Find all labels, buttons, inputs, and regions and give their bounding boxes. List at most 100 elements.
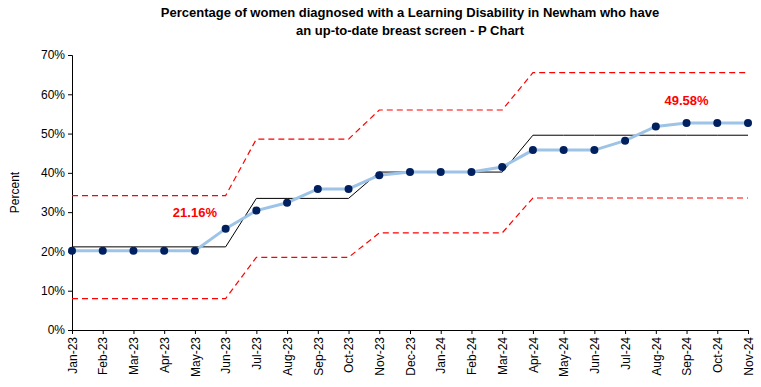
x-tick: Jun-24 xyxy=(588,330,602,374)
x-tick: Sep-23 xyxy=(312,330,326,376)
y-tick: 70% xyxy=(41,48,72,62)
x-tick: Oct-24 xyxy=(711,330,725,373)
x-tick-mark xyxy=(564,330,565,334)
data-point xyxy=(406,168,414,176)
y-tick-label: 50% xyxy=(41,127,65,141)
x-tick-mark xyxy=(502,330,503,334)
x-tick: Nov-24 xyxy=(742,330,756,376)
x-tick-mark xyxy=(349,330,350,334)
title: an up-to-date breast screen - P Chart xyxy=(296,23,525,38)
x-tick-label: Apr-23 xyxy=(158,337,172,373)
x-tick: Jan-23 xyxy=(66,330,80,374)
x-axis-line xyxy=(73,331,749,335)
x-tick-mark xyxy=(318,330,319,334)
data-point xyxy=(283,199,291,207)
x-tick-label: Nov-23 xyxy=(373,337,387,376)
mean-line xyxy=(72,135,748,247)
x-tick-label: Oct-24 xyxy=(711,337,725,373)
y-tick: 40% xyxy=(41,166,72,180)
data-point xyxy=(345,185,353,193)
data-point xyxy=(129,247,137,255)
y-axis-title: Percent xyxy=(8,171,22,213)
y-axis-line xyxy=(68,56,73,331)
data-point xyxy=(160,247,168,255)
x-tick: Dec-23 xyxy=(404,330,418,376)
x-tick: Feb-23 xyxy=(96,330,110,375)
x-tick-mark xyxy=(687,330,688,334)
y-tick: 30% xyxy=(41,205,72,219)
x-tick-mark xyxy=(533,330,534,334)
x-tick-label: Aug-24 xyxy=(650,337,664,376)
x-tick-label: Nov-24 xyxy=(742,337,756,376)
x-tick-label: Feb-23 xyxy=(96,337,110,375)
y-tick-label: 0% xyxy=(48,323,66,337)
x-tick: Jun-23 xyxy=(219,330,233,374)
y-tick-label: 40% xyxy=(41,166,65,180)
y-tick-mark xyxy=(68,212,72,213)
x-tick-label: Jun-24 xyxy=(588,337,602,374)
data-point xyxy=(683,119,691,127)
y-tick-label: 20% xyxy=(41,245,65,259)
x-tick-label: Dec-23 xyxy=(404,337,418,376)
x-tick-mark xyxy=(256,330,257,334)
y-tick: 0% xyxy=(48,323,72,337)
x-tick-mark xyxy=(226,330,227,334)
x-tick-label: May-24 xyxy=(557,337,571,377)
x-tick-mark xyxy=(133,330,134,334)
chart: Percentage of women diagnosed with a Lea… xyxy=(0,0,761,387)
x-tick-label: Apr-24 xyxy=(527,337,541,373)
data-point xyxy=(68,247,76,255)
data-point xyxy=(529,146,537,154)
y-tick: 60% xyxy=(41,88,72,102)
x-tick-mark xyxy=(195,330,196,334)
data-point xyxy=(99,247,107,255)
x-tick-mark xyxy=(379,330,380,334)
x-tick: Jan-24 xyxy=(434,330,448,374)
data-point xyxy=(191,247,199,255)
data-point xyxy=(375,171,383,179)
y-tick: 10% xyxy=(41,284,72,298)
data-point xyxy=(314,185,322,193)
x-tick-mark xyxy=(717,330,718,334)
y-tick: 20% xyxy=(41,245,72,259)
x-tick-label: Jun-23 xyxy=(219,337,233,374)
x-axis: Jan-23 Feb-23 Mar-23 Apr-23 May-23 Jun-23 Jul-… xyxy=(66,330,756,377)
data-point xyxy=(437,168,445,176)
x-tick-mark xyxy=(410,330,411,334)
x-tick: Apr-23 xyxy=(158,330,172,373)
x-tick-mark xyxy=(72,330,73,334)
x-tick-mark xyxy=(287,330,288,334)
data-point xyxy=(744,119,752,127)
x-tick-label: Aug-23 xyxy=(281,337,295,376)
annotation: 21.16% xyxy=(173,205,218,220)
x-tick-label: May-23 xyxy=(189,337,203,377)
x-tick-mark xyxy=(471,330,472,334)
control-limit-line xyxy=(72,73,748,196)
x-tick: Mar-23 xyxy=(127,330,141,375)
y-tick-mark xyxy=(68,291,72,292)
plot-area xyxy=(68,73,752,299)
x-tick-mark xyxy=(748,330,749,334)
x-tick-label: Mar-24 xyxy=(496,337,510,375)
x-tick-label: Mar-23 xyxy=(127,337,141,375)
x-tick: Aug-24 xyxy=(650,330,664,376)
data-point xyxy=(498,163,506,171)
x-tick-mark xyxy=(441,330,442,334)
data-point xyxy=(560,146,568,154)
x-tick-label: Jan-24 xyxy=(434,337,448,374)
x-tick-label: Jul-23 xyxy=(250,337,264,370)
x-tick: Jul-23 xyxy=(250,330,264,370)
x-tick-label: Oct-23 xyxy=(342,337,356,373)
x-tick: Nov-23 xyxy=(373,330,387,376)
x-tick-label: Sep-23 xyxy=(312,337,326,376)
y-tick: 50% xyxy=(41,127,72,141)
data-point xyxy=(222,225,230,233)
x-tick-mark xyxy=(164,330,165,334)
x-tick-mark xyxy=(656,330,657,334)
x-tick: Jul-24 xyxy=(619,330,633,370)
data-point xyxy=(621,137,629,145)
x-tick-mark xyxy=(103,330,104,334)
y-tick-mark xyxy=(68,173,72,174)
annotation: 49.58% xyxy=(664,93,709,108)
y-axis: 0% 10% 20% 30% 40% 50% 60% 70% xyxy=(41,48,73,337)
